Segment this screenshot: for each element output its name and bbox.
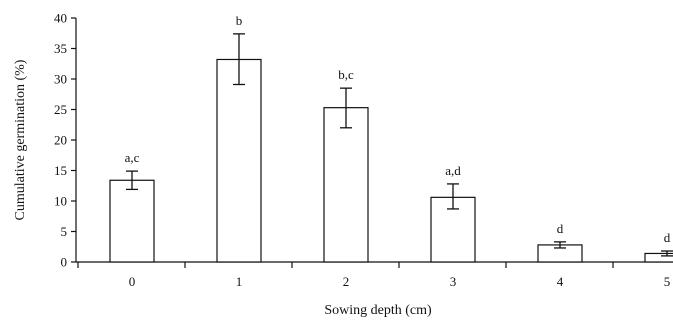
error-bar bbox=[447, 183, 459, 210]
significance-labels: a,c b b,c a,d d d bbox=[125, 13, 671, 245]
error-bar bbox=[126, 170, 138, 191]
bar-label: b bbox=[236, 13, 243, 28]
bar-label: b,c bbox=[338, 67, 354, 82]
x-tick-label: 3 bbox=[450, 274, 457, 289]
y-tick-label: 30 bbox=[54, 72, 67, 87]
bar-label: a,c bbox=[125, 150, 140, 165]
y-axis: 0 5 10 15 20 25 30 35 40 bbox=[54, 11, 77, 270]
bar bbox=[109, 179, 155, 263]
x-tick-label: 5 bbox=[664, 274, 671, 289]
x-tick-label: 4 bbox=[557, 274, 564, 289]
bar-label: d bbox=[664, 230, 671, 245]
bar-label: a,d bbox=[445, 163, 461, 178]
y-tick-label: 25 bbox=[54, 102, 67, 117]
bar bbox=[323, 107, 369, 263]
bar bbox=[644, 252, 673, 263]
y-tick-label: 10 bbox=[54, 194, 67, 209]
x-tick-label: 2 bbox=[343, 274, 350, 289]
y-tick-label: 35 bbox=[54, 41, 67, 56]
error-bar bbox=[340, 87, 352, 129]
bars bbox=[109, 58, 673, 263]
y-tick-label: 15 bbox=[54, 163, 67, 178]
error-bar bbox=[233, 33, 245, 86]
x-axis: 0 1 2 3 4 5 bbox=[76, 261, 673, 289]
x-axis-title: Sowing depth (cm) bbox=[324, 303, 432, 318]
y-tick-label: 5 bbox=[61, 224, 68, 239]
error-bars bbox=[126, 33, 673, 257]
error-bar bbox=[661, 250, 673, 257]
y-tick-label: 20 bbox=[54, 133, 67, 148]
y-tick-label: 0 bbox=[61, 255, 68, 270]
error-bar bbox=[554, 241, 566, 249]
bar bbox=[216, 58, 262, 263]
y-tick-label: 40 bbox=[54, 11, 67, 26]
y-axis-title: Cumulative germination (%) bbox=[13, 59, 28, 220]
x-tick-label: 0 bbox=[129, 274, 136, 289]
x-tick-label: 1 bbox=[236, 274, 243, 289]
bar-label: d bbox=[557, 221, 564, 236]
